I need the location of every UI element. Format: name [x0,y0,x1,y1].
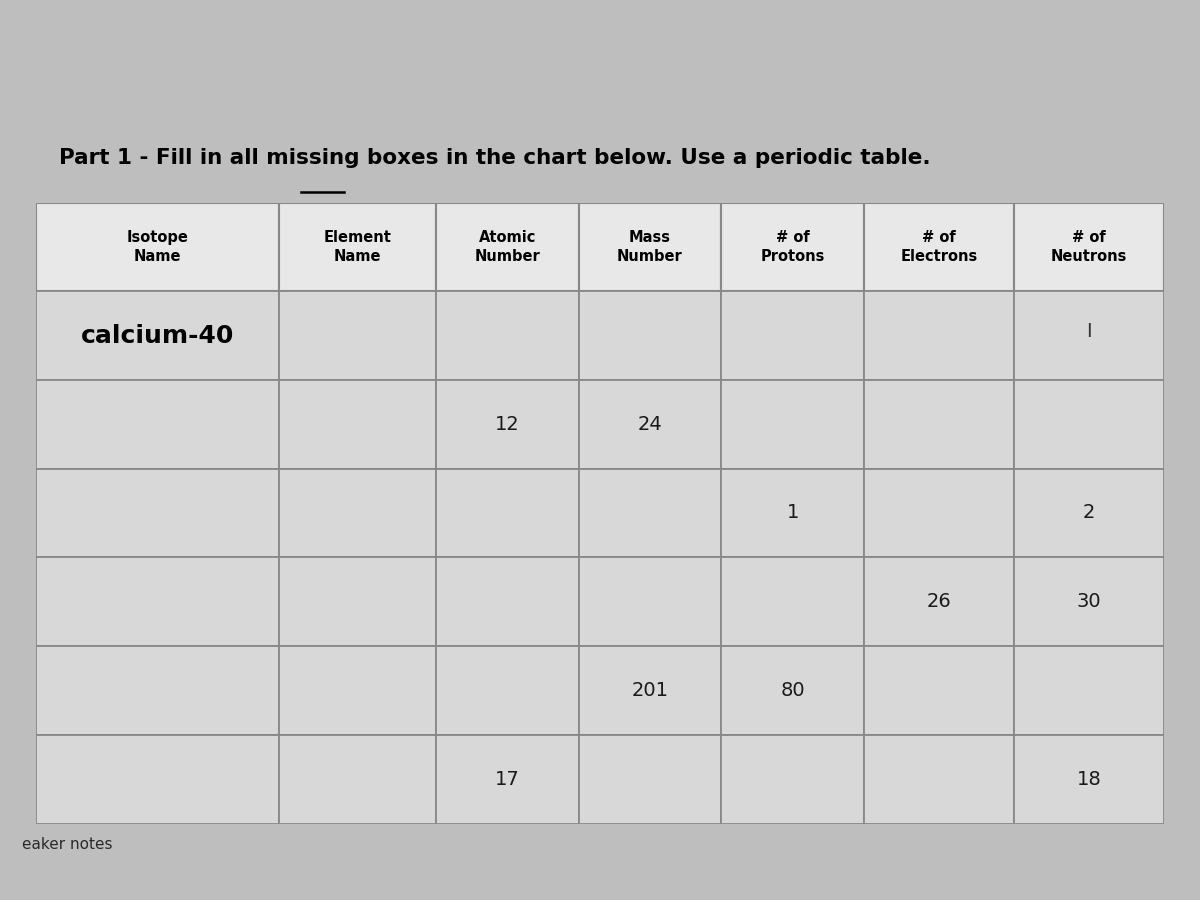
Bar [721,557,864,646]
Bar [36,469,278,557]
Text: Isotope
Name: Isotope Name [126,230,188,264]
Text: 2: 2 [1082,503,1096,523]
Bar [278,734,436,824]
Text: 24: 24 [637,415,662,434]
Text: Element
Name: Element Name [323,230,391,264]
Bar [36,557,278,646]
Bar [278,380,436,469]
Bar [1014,380,1164,469]
Bar [278,557,436,646]
Bar [721,202,864,292]
Bar [436,646,578,734]
Bar [721,380,864,469]
Bar [578,734,721,824]
Bar [278,202,436,292]
Bar [436,557,578,646]
Bar [864,646,1014,734]
Bar [1014,557,1164,646]
Text: # of
Protons: # of Protons [761,230,824,264]
Bar [278,292,436,380]
Text: 12: 12 [494,415,520,434]
Bar [721,469,864,557]
Text: 17: 17 [494,770,520,788]
Bar [864,380,1014,469]
Bar [436,292,578,380]
Bar [436,734,578,824]
Text: Part 1 - Fill in all missing boxes in the chart below. Use a periodic table.: Part 1 - Fill in all missing boxes in th… [59,148,930,167]
Bar [578,469,721,557]
Text: calcium-40: calcium-40 [80,324,234,347]
Text: eaker notes: eaker notes [22,837,112,852]
Bar [436,469,578,557]
Text: I: I [1086,321,1092,340]
Text: 26: 26 [926,592,952,611]
Text: 80: 80 [780,681,805,700]
Bar [1014,734,1164,824]
Bar [864,292,1014,380]
Text: 30: 30 [1076,592,1102,611]
Bar [36,646,278,734]
Text: 201: 201 [631,681,668,700]
Text: # of
Neutrons: # of Neutrons [1051,230,1127,264]
Bar [1014,469,1164,557]
Bar [721,646,864,734]
Bar [436,380,578,469]
Text: Atomic
Number: Atomic Number [474,230,540,264]
Bar [578,292,721,380]
Bar [1014,292,1164,380]
Bar [864,469,1014,557]
Bar [36,734,278,824]
Bar [36,292,278,380]
Text: 18: 18 [1076,770,1102,788]
Bar [436,202,578,292]
Bar [36,380,278,469]
Bar [1014,202,1164,292]
Bar [578,380,721,469]
Text: 1: 1 [786,503,799,523]
Text: # of
Electrons: # of Electrons [900,230,978,264]
Bar [578,557,721,646]
Bar [278,469,436,557]
Bar [1014,646,1164,734]
Bar [721,734,864,824]
Bar [578,646,721,734]
Bar [278,646,436,734]
Bar [36,202,278,292]
Bar [864,734,1014,824]
Bar [578,202,721,292]
Bar [864,557,1014,646]
Text: Mass
Number: Mass Number [617,230,683,264]
Bar [721,292,864,380]
Bar [864,202,1014,292]
